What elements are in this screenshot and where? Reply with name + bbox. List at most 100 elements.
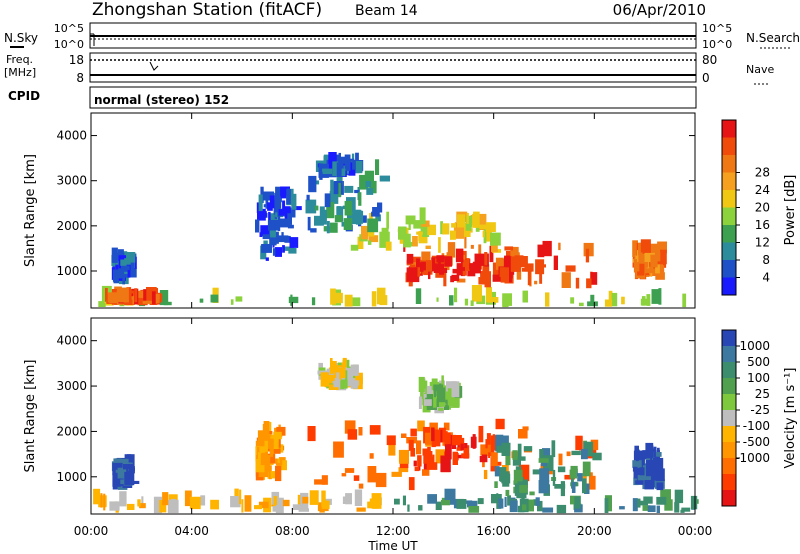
velocity-scatter-cell — [425, 432, 434, 445]
power-scatter-cell — [651, 289, 661, 304]
velocity-scatter-cell — [504, 496, 507, 507]
velocity-scatter-cell — [440, 500, 450, 506]
velocity-scatter-cell — [309, 490, 319, 505]
velocity-scatter-cell — [460, 443, 464, 451]
xtick-label: 16:00 — [476, 524, 511, 538]
power-scatter-cell — [359, 174, 369, 190]
power-scatter-cell — [516, 265, 522, 280]
velocity-scatter-cell — [513, 469, 523, 482]
velocity-scatter-cell — [444, 432, 451, 445]
power-scatter-cell — [489, 245, 494, 263]
power-scatter-cell — [310, 228, 317, 233]
power-scatter-cell — [277, 235, 289, 243]
power-scatter-cell — [152, 293, 160, 304]
velocity-scatter-cell — [537, 500, 543, 512]
freq-tick-bottom: 8 — [76, 71, 84, 85]
velocity-scatter-cell — [642, 505, 651, 511]
power-scatter-cell — [344, 294, 353, 307]
velocity-scatter-cell — [344, 468, 355, 473]
nsearch-tick-bottom: 10^0 — [702, 38, 732, 51]
velocity-scatter-cell — [479, 456, 488, 463]
velocity-scatter-cell — [440, 429, 443, 443]
velocity-scatter-cell — [268, 465, 272, 480]
power-scatter-cell — [336, 206, 344, 222]
velocity-scatter-cell — [262, 448, 269, 456]
power-scatter-cell — [386, 211, 389, 229]
power-scatter-cell — [210, 294, 219, 303]
power-scatter-cell — [269, 237, 277, 246]
velocity-scatter-cell — [539, 449, 544, 463]
velocity-colorbar-label: -25 — [750, 403, 770, 417]
velocity-scatter-cell — [552, 469, 556, 486]
power-scatter-cell — [472, 213, 480, 228]
power-scatter-cell — [469, 263, 477, 270]
power-scatter-cell — [98, 301, 106, 307]
power-scatter-cell — [118, 258, 122, 269]
velocity-scatter-cell — [124, 471, 135, 486]
velocity-scatter-cell — [333, 441, 344, 458]
power-scatter-cell — [375, 214, 381, 222]
power-scatter-cell — [339, 168, 346, 177]
power-scatter-cell — [415, 288, 422, 304]
power-scatter-cell — [640, 239, 651, 254]
power-scatter-cell — [269, 195, 275, 209]
velocity-scatter-cell — [635, 480, 644, 485]
power-scatter-cell — [408, 220, 411, 230]
velocity-scatter-cell — [432, 454, 435, 468]
power-scatter-cell — [466, 258, 470, 271]
velocity-scatter-cell — [486, 433, 491, 445]
power-scatter-cell — [634, 262, 640, 272]
velocity-scatter-cell — [272, 506, 282, 512]
power-scatter-cell — [129, 296, 136, 304]
velocity-scatter-cell — [344, 420, 356, 434]
velocity-scatter-cell — [99, 495, 107, 507]
power-scatter-cell — [159, 290, 169, 306]
velocity-colorbar-frame — [721, 329, 737, 507]
velocity-scatter-cell — [633, 450, 645, 466]
velocity-scatter-cell — [417, 455, 422, 467]
power-scatter-cell — [464, 232, 467, 249]
power-scatter-cell — [306, 194, 310, 201]
velocity-colorbar-segment — [722, 490, 736, 507]
velocity-colorbar-segment — [722, 442, 736, 459]
power-scatter-cell — [495, 257, 504, 270]
velocity-scatter-cell — [189, 496, 201, 510]
power-scatter-cell — [490, 232, 501, 246]
velocity-scatter-cell — [557, 466, 566, 473]
velocity-scatter-cell — [241, 499, 244, 513]
power-scatter-cell — [504, 256, 512, 267]
power-scatter-cell — [288, 248, 297, 254]
velocity-scatter-cell — [427, 494, 437, 504]
power-scatter-cell — [611, 292, 618, 307]
velocity-scatter-cell — [432, 429, 441, 447]
nave-tick-top: 80 — [702, 53, 717, 67]
velocity-scatter-cell — [571, 482, 576, 493]
power-scatter-cell — [482, 264, 490, 273]
velocity-scatter-cell — [367, 501, 374, 509]
velocity-scatter-cell — [255, 465, 265, 473]
power-scatter-cell — [125, 265, 130, 270]
velocity-scatter-cell — [588, 475, 596, 490]
power-scatter-cell — [275, 195, 282, 209]
velocity-scatter-cell — [655, 452, 662, 457]
power-scatter-cell — [332, 161, 340, 176]
freq-unit: [MHz] — [4, 66, 36, 79]
velocity-scatter-cell — [664, 499, 673, 511]
velocity-scatter-cell — [420, 386, 424, 399]
velocity-scatter-cell — [167, 499, 179, 513]
power-scatter-cell — [366, 188, 374, 195]
velocity-scatter-cell — [636, 457, 639, 462]
velocity-scatter-cell — [445, 381, 457, 392]
power-scatter-cell — [329, 190, 334, 206]
power-scatter-cell — [522, 290, 528, 303]
power-scatter-cell — [579, 302, 584, 307]
freq-tick-top: 18 — [69, 53, 84, 67]
power-scatter-cell — [371, 291, 377, 307]
power-scatter-cell — [542, 240, 552, 257]
velocity-scatter-cell — [302, 496, 309, 504]
power-scatter-cell — [333, 181, 343, 195]
power-colorbar-segment — [722, 277, 736, 296]
power-scatter-cell — [357, 236, 364, 249]
velocity-scatter-cell — [258, 469, 269, 478]
power-scatter-cell — [561, 272, 571, 288]
